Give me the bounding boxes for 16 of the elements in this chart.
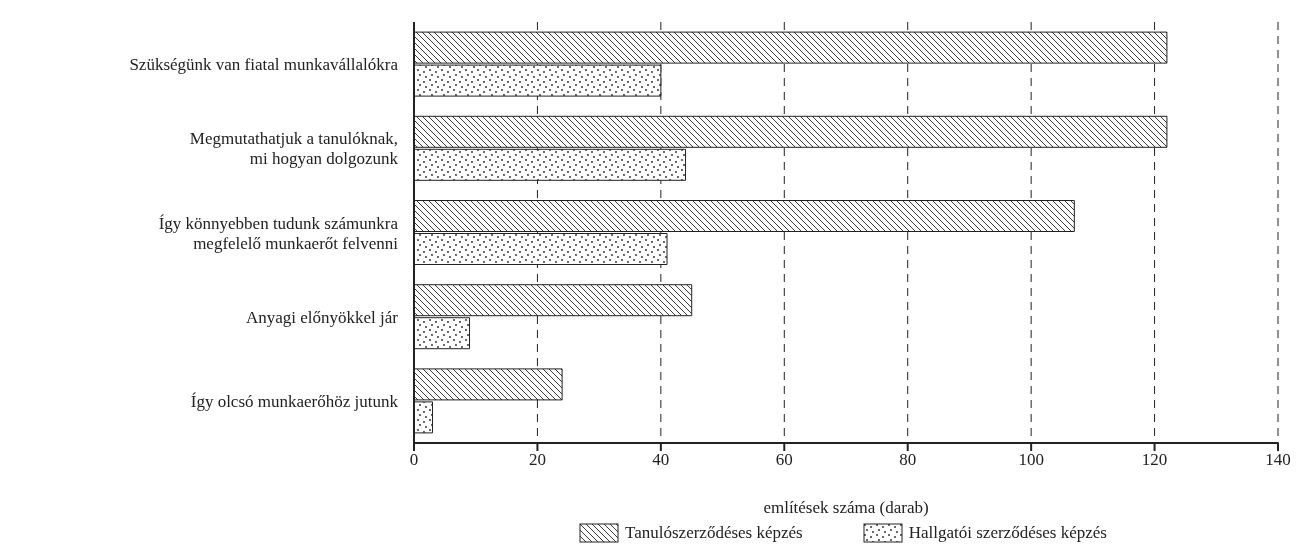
x-tick-label: 20 (528, 450, 546, 470)
legend-label: Hallgatói szerződéses képzés (907, 523, 1107, 543)
y-tick-label: Megmutathatjuk a tanulóknak, mi hogyan dolgozunk (189, 128, 399, 168)
y-tick-label: Szükségünk van fiatal munkavállalókra (129, 54, 399, 74)
x-tick-label: 80 (899, 450, 917, 470)
y-tick-label: Anyagi előnyökkel jár (245, 307, 399, 327)
x-tick-label: 140 (1265, 450, 1291, 470)
x-axis-title: említések száma (darab) (763, 498, 929, 517)
legend-label: Tanulószerződéses képzés (624, 523, 803, 543)
x-tick-label: 100 (1018, 450, 1044, 470)
x-tick-label: 120 (1141, 450, 1168, 470)
y-tick-label: Így olcsó munkaerőhöz jutunk (190, 391, 399, 411)
x-tick-label: 0 (409, 450, 419, 470)
x-tick-label: 40 (652, 450, 670, 470)
y-tick-label: Így könnyebben tudunk számunkra megfelelő munkaerőt felvenni (158, 213, 399, 252)
x-tick-label: 60 (775, 450, 793, 470)
